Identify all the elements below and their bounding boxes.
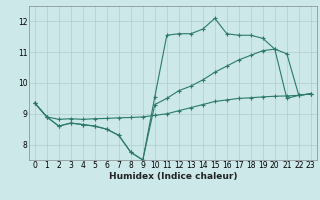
- X-axis label: Humidex (Indice chaleur): Humidex (Indice chaleur): [108, 172, 237, 181]
